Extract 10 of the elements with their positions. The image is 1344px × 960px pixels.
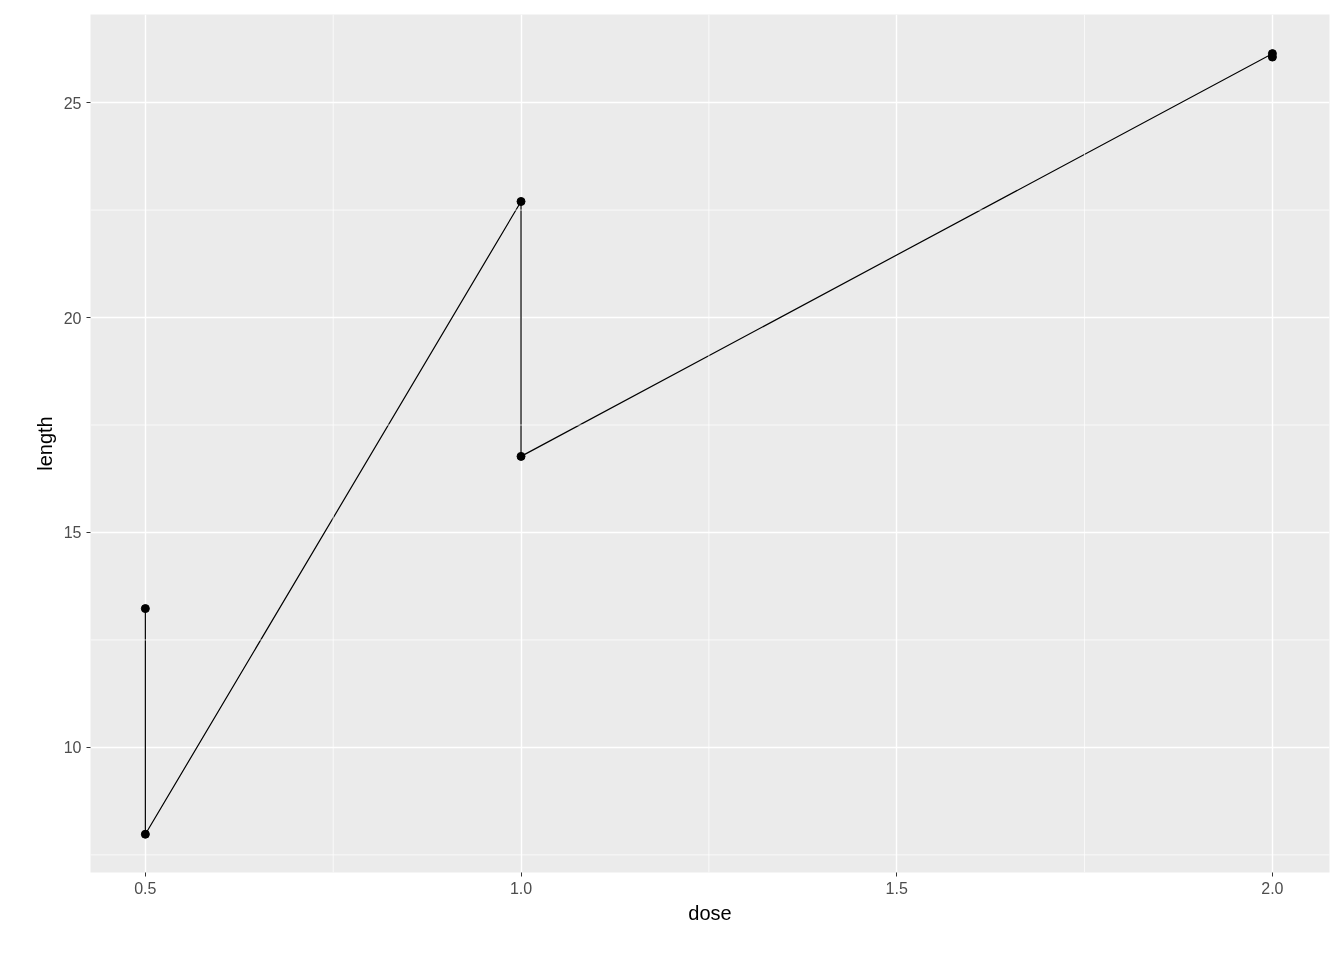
y-tick-label: 25 bbox=[63, 94, 82, 112]
x-tick-label: 0.5 bbox=[134, 879, 157, 897]
x-tick-label: 1.0 bbox=[509, 879, 533, 897]
x-tick-label: 2.0 bbox=[1261, 879, 1284, 897]
y-tick-label: 15 bbox=[63, 524, 82, 542]
y-axis-title: length bbox=[33, 416, 56, 471]
y-tick-label: 20 bbox=[63, 309, 82, 327]
y-tick-label: 10 bbox=[63, 739, 82, 757]
x-axis-title: dose bbox=[688, 901, 732, 924]
x-tick-label: 1.5 bbox=[885, 879, 908, 897]
